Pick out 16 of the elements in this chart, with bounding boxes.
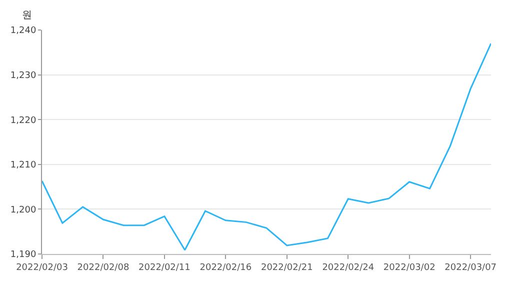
x-tick-label: 2022/02/08 bbox=[77, 262, 130, 273]
y-tick-label: 1,190 bbox=[10, 250, 36, 260]
x-tick-label: 2022/02/11 bbox=[138, 262, 190, 273]
x-tick-label: 2022/03/07 bbox=[444, 262, 497, 273]
x-tick-label: 2022/02/03 bbox=[16, 262, 68, 273]
y-tick-label: 1,210 bbox=[10, 160, 36, 171]
x-tick-label: 2022/02/24 bbox=[322, 262, 374, 273]
y-tick-label: 1,230 bbox=[10, 70, 36, 81]
x-tick-label: 2022/03/02 bbox=[383, 262, 436, 273]
y-axis-title: 원 bbox=[22, 10, 32, 21]
x-tick-label: 2022/02/16 bbox=[200, 262, 252, 273]
line-series bbox=[42, 42, 491, 251]
x-tick-label: 2022/02/21 bbox=[260, 262, 313, 273]
y-tick-label: 1,220 bbox=[10, 116, 36, 126]
y-tick-label: 1,200 bbox=[10, 205, 36, 216]
y-tick-label: 1,240 bbox=[10, 26, 36, 36]
